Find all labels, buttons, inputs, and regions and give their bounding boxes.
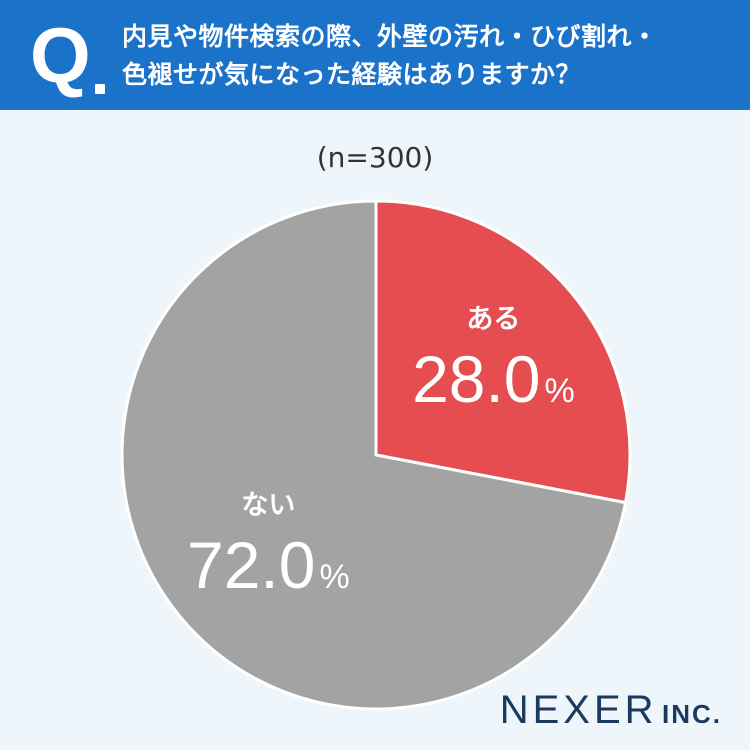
slice-value-aru: 28.0%: [412, 342, 575, 416]
q-dot: [95, 84, 105, 94]
slice-value-nai: 72.0%: [187, 528, 350, 602]
sample-size-label: (n=300): [316, 141, 434, 174]
question-line-2: 色褪せが気になった経験はありますか？: [122, 60, 582, 89]
nexer-logo: NEXER INC.: [500, 688, 722, 741]
q-mark: Q: [30, 11, 91, 99]
logo-main-text: NEXER: [499, 688, 658, 732]
question-header: Q 内見や物件検索の際、外壁の汚れ・ひび割れ・ 色褪せが気になった経験はあります…: [0, 0, 750, 110]
slice-label-nai: ない: [241, 490, 295, 521]
question-line-1: 内見や物件検索の際、外壁の汚れ・ひび割れ・: [122, 22, 658, 51]
pie-slice-aru: [374, 199, 632, 505]
question-text: 内見や物件検索の際、外壁の汚れ・ひび割れ・ 色褪せが気になった経験はありますか？: [122, 18, 732, 94]
pie-slice-nai: [120, 199, 628, 711]
slice-label-aru: ある: [466, 304, 520, 335]
logo-sub-text: INC.: [662, 699, 722, 729]
